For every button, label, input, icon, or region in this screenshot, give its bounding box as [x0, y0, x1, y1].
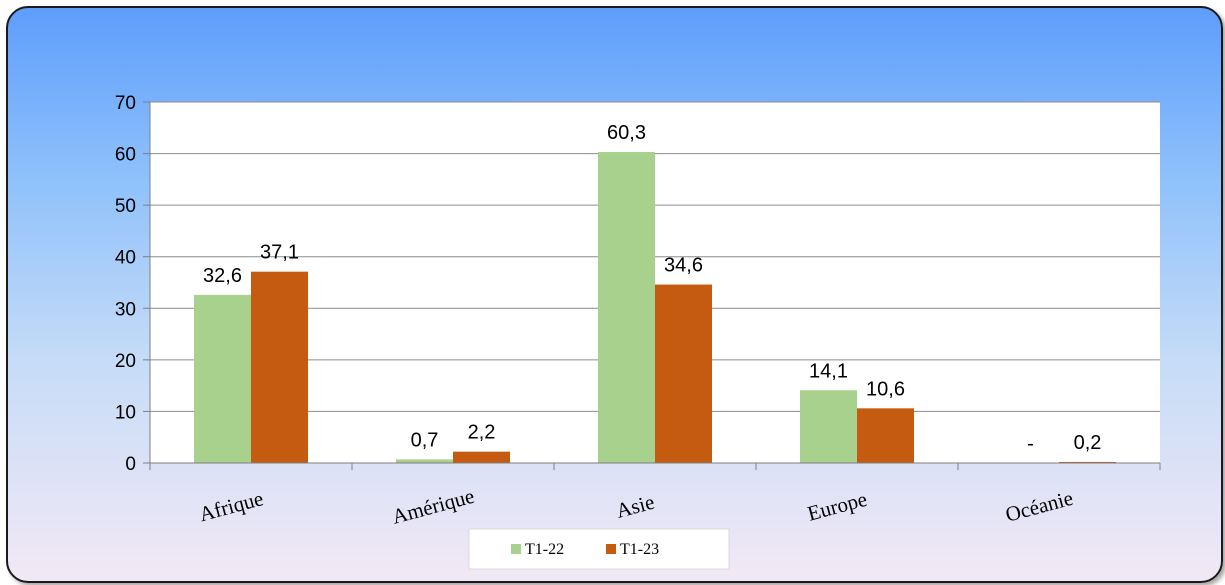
data-label: 0,7: [411, 429, 439, 451]
chart-frame: 0 10 20 30 40 50 60 70 Afrique Amérique Asie Europ…: [6, 6, 1223, 583]
legend: T1-22 T1-23: [468, 528, 730, 570]
x-axis-category-labels: Afrique Amérique Asie Europe Océanie: [197, 484, 1076, 529]
data-label: 60,3: [607, 122, 646, 144]
y-tick-label: 30: [115, 299, 136, 320]
y-tick-label: 10: [115, 402, 136, 423]
x-category-label: Afrique: [197, 486, 266, 526]
data-labels: 32,6 37,1 0,7 2,2 60,3 34,6 14,1 10,6 - 0,2: [203, 122, 1101, 455]
data-label: 37,1: [260, 242, 299, 264]
bar-T1-23-Europe: [857, 408, 914, 463]
bar-T1-23-Océanie: [1059, 461, 1116, 463]
data-label: 14,1: [809, 360, 848, 382]
bars: [194, 152, 1116, 463]
bar-T1-23-Asie: [655, 284, 712, 463]
bar-T1-23-Amérique: [453, 451, 510, 463]
legend-swatch: [511, 544, 521, 554]
data-label: 0,2: [1074, 432, 1102, 454]
y-tick-label: 20: [115, 351, 136, 372]
bar-T1-22-Asie: [598, 152, 655, 463]
bar-T1-22-Afrique: [194, 294, 251, 463]
x-category-label: Europe: [805, 487, 870, 526]
bar-T1-23-Afrique: [251, 271, 308, 463]
data-label: -: [1027, 433, 1034, 455]
data-label: 32,6: [203, 265, 242, 287]
y-tick-label: 0: [125, 454, 136, 475]
data-label: 2,2: [468, 422, 496, 444]
legend-box: [468, 528, 730, 570]
x-category-label: Océanie: [1003, 486, 1076, 527]
legend-swatch: [606, 544, 616, 554]
x-category-label: Amérique: [390, 484, 477, 529]
legend-label: T1-22: [525, 541, 564, 558]
data-label: 34,6: [664, 255, 703, 277]
y-tick-label: 60: [115, 145, 136, 166]
bar-T1-22-Amérique: [396, 459, 453, 463]
y-tick-label: 50: [115, 196, 136, 217]
legend-label: T1-23: [620, 541, 659, 558]
y-tick-label: 70: [115, 93, 136, 114]
bar-T1-22-Europe: [800, 390, 857, 463]
data-label: 10,6: [866, 378, 905, 400]
y-axis-tick-labels: 0 10 20 30 40 50 60 70: [115, 93, 136, 475]
axes: [143, 101, 1161, 470]
y-tick-label: 40: [115, 248, 136, 269]
bar-chart: 0 10 20 30 40 50 60 70 Afrique Amérique Asie Europ…: [115, 93, 1161, 570]
x-category-label: Asie: [613, 490, 656, 523]
